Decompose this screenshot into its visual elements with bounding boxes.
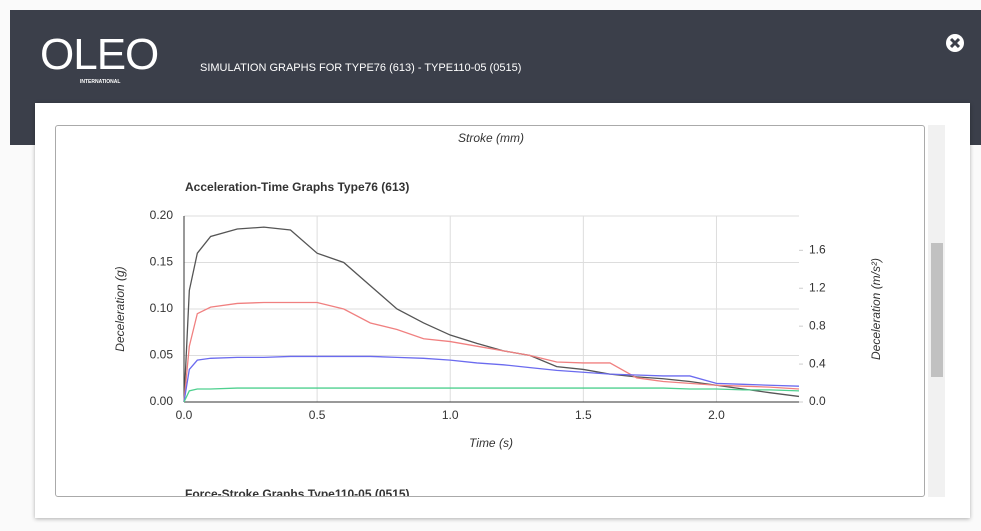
header-title: SIMULATION GRAPHS FOR TYPE76 (613) - TYP… [200,62,522,74]
chart: Stroke (mm) Acceleration-Time Graphs Typ… [113,131,883,496]
y-tick-label: 0.10 [150,301,174,315]
x-tick-label: 2.0 [708,408,725,422]
y-tick-label: 0.15 [150,255,174,269]
x-tick-label: 0.0 [176,408,193,422]
logo-subtitle: INTERNATIONAL [80,79,121,85]
y-tick-label: 0.20 [150,208,174,222]
y2-tick-label: 0.0 [809,394,826,408]
x-tick-label: 1.5 [575,408,592,422]
close-button[interactable] [946,34,964,52]
y-axis-label: Deceleration (g) [113,266,127,351]
y2-tick-label: 0.8 [809,318,826,332]
graph-container: Stroke (mm) Acceleration-Time Graphs Typ… [55,125,925,497]
series-line [183,355,800,403]
scrollbar-thumb[interactable] [931,243,943,377]
y-tick-label: 0.00 [150,394,174,408]
y2-tick-label: 0.4 [809,356,826,370]
y2-tick-label: 1.6 [809,242,826,256]
x-tick-label: 0.5 [309,408,326,422]
logo: OLEO [40,30,159,79]
series-line [183,226,800,403]
chart-title: Acceleration-Time Graphs Type76 (613) [185,180,409,194]
x-tick-label: 1.0 [442,408,459,422]
y-tick-label: 0.05 [150,348,174,362]
previous-axis-label: Stroke (mm) [458,131,524,145]
next-chart-title: Force-Stroke Graphs Type110-05 (0515) [185,487,410,496]
series-line [183,387,800,403]
y2-axis-label: Deceleration (m/s²) [869,258,883,360]
series-line [183,301,800,403]
y2-tick-label: 1.2 [809,280,826,294]
x-axis-label: Time (s) [469,436,513,450]
